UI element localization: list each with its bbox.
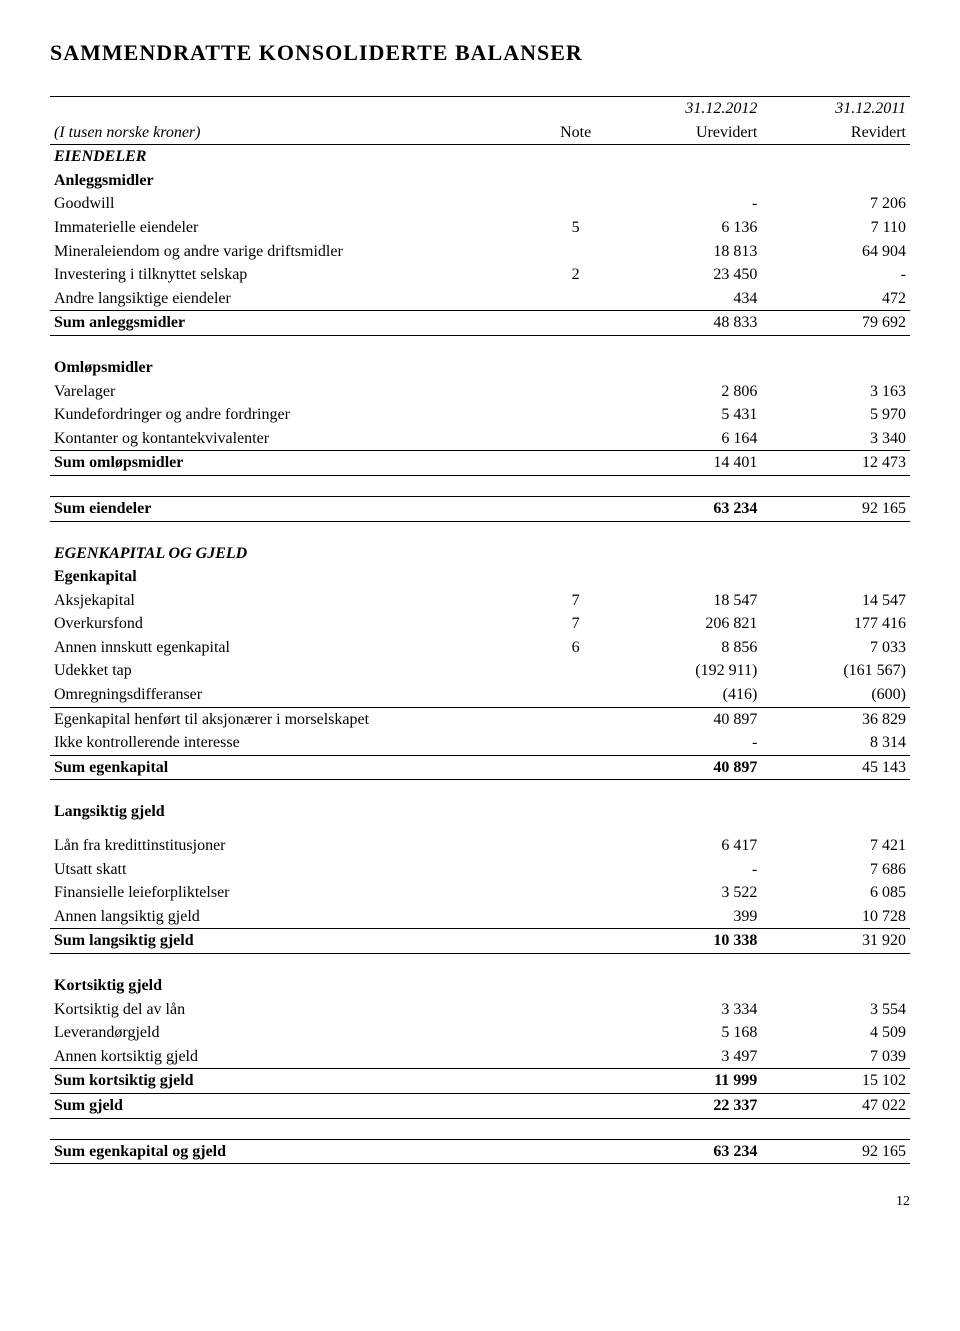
header-date-prev: 31.12.2011 [761,97,910,121]
header-label: (I tusen norske kroner) [50,121,539,145]
page-title: SAMMENDRATTE KONSOLIDERTE BALANSER [50,40,910,66]
balance-table: 31.12.2012 31.12.2011 (I tusen norske kr… [50,96,910,1164]
row-sum-kort: Sum kortsiktig gjeld 11 999 15 102 [50,1069,910,1094]
row-kundefordringer: Kundefordringer og andre fordringer 5 43… [50,403,910,427]
section-omlopsmidler: Omløpsmidler [50,356,539,380]
row-kontanter: Kontanter og kontantekvivalenter 6 164 3… [50,427,910,451]
row-sum-omlop: Sum omløpsmidler 14 401 12 473 [50,451,910,476]
row-sum-ek-gjeld: Sum egenkapital og gjeld 63 234 92 165 [50,1139,910,1164]
row-sum-gjeld: Sum gjeld 22 337 47 022 [50,1093,910,1118]
row-overkurs: Overkursfond 7 206 821 177 416 [50,612,910,636]
page-number: 12 [50,1194,910,1210]
row-egenkap-mor: Egenkapital henført til aksjonærer i mor… [50,707,910,731]
section-egenkap-gjeld: EGENKAPITAL OG GJELD [50,542,539,566]
header-prev: Revidert [761,121,910,145]
header-date-cur: 31.12.2012 [613,97,762,121]
section-anleggsmidler: Anleggsmidler [50,169,539,193]
section-eiendeler: EIENDELER [50,145,539,169]
section-egenkapital: Egenkapital [50,565,539,589]
row-sum-egenkap: Sum egenkapital 40 897 45 143 [50,755,910,780]
row-udekket: Udekket tap (192 911) (161 567) [50,659,910,683]
header-note: Note [539,121,613,145]
row-fin-leie: Finansielle leieforpliktelser 3 522 6 08… [50,881,910,905]
row-immaterielle: Immaterielle eiendeler 5 6 136 7 110 [50,216,910,240]
header-cur: Urevidert [613,121,762,145]
row-sum-anlegg: Sum anleggsmidler 48 833 79 692 [50,311,910,336]
section-kort-gjeld: Kortsiktig gjeld [50,974,539,998]
row-omregning: Omregningsdifferanser (416) (600) [50,683,910,707]
row-ikke-kontroll: Ikke kontrollerende interesse - 8 314 [50,731,910,755]
row-sum-eiendeler: Sum eiendeler 63 234 92 165 [50,496,910,521]
row-andre-lang: Andre langsiktige eiendeler 434 472 [50,287,910,311]
section-lang-gjeld: Langsiktig gjeld [50,800,539,824]
row-varelager: Varelager 2 806 3 163 [50,380,910,404]
row-laan-kreditt: Lån fra kredittinstitusjoner 6 417 7 421 [50,834,910,858]
row-annen-kort: Annen kortsiktig gjeld 3 497 7 039 [50,1045,910,1069]
row-sum-lang-gjeld: Sum langsiktig gjeld 10 338 31 920 [50,929,910,954]
row-utsatt-skatt: Utsatt skatt - 7 686 [50,858,910,882]
row-annen-innskutt: Annen innskutt egenkapital 6 8 856 7 033 [50,636,910,660]
row-mineraleiendom: Mineraleiendom og andre varige driftsmid… [50,240,910,264]
row-investering: Investering i tilknyttet selskap 2 23 45… [50,263,910,287]
row-aksjekap: Aksjekapital 7 18 547 14 547 [50,589,910,613]
row-annen-lang-gjeld: Annen langsiktig gjeld 399 10 728 [50,905,910,929]
row-leverandor: Leverandørgjeld 5 168 4 509 [50,1021,910,1045]
row-goodwill: Goodwill - 7 206 [50,192,910,216]
row-kort-del-laan: Kortsiktig del av lån 3 334 3 554 [50,998,910,1022]
